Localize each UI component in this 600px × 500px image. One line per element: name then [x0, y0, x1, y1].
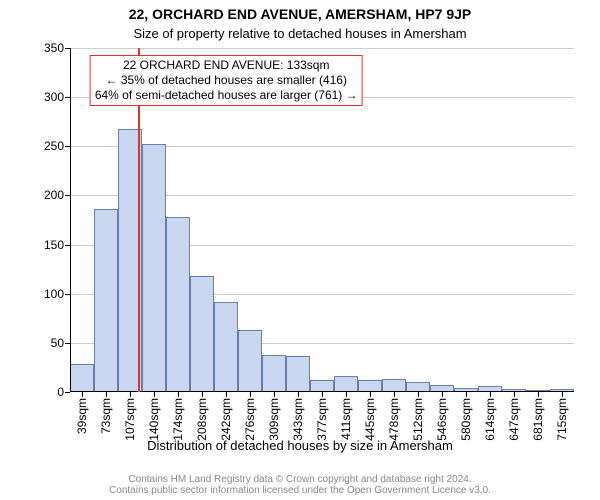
x-axis-line [70, 391, 574, 392]
x-tick-label: 107sqm [123, 398, 137, 441]
y-axis-line [70, 48, 71, 392]
x-tick-mark [466, 392, 467, 397]
x-tick-mark [298, 392, 299, 397]
x-tick-mark [202, 392, 203, 397]
histogram-plot-area: 05010015020025030035039sqm73sqm107sqm140… [70, 48, 574, 392]
x-tick-label: 39sqm [75, 398, 89, 434]
callout-line: 64% of semi-detached houses are larger (… [95, 88, 358, 103]
histogram-bar [166, 217, 190, 392]
page-title-line1: 22, ORCHARD END AVENUE, AMERSHAM, HP7 9J… [0, 6, 600, 22]
x-tick-label: 478sqm [387, 398, 401, 441]
y-tick-label: 0 [57, 385, 64, 399]
x-tick-mark [514, 392, 515, 397]
x-tick-label: 546sqm [435, 398, 449, 441]
x-tick-label: 73sqm [99, 398, 113, 434]
histogram-bar [142, 144, 166, 392]
histogram-bar [286, 356, 310, 392]
x-tick-label: 681sqm [531, 398, 545, 441]
x-tick-label: 580sqm [459, 398, 473, 441]
footer-line-1: Contains HM Land Registry data © Crown c… [0, 474, 600, 485]
x-tick-label: 445sqm [363, 398, 377, 441]
y-tick-label: 250 [44, 139, 64, 153]
x-tick-mark [346, 392, 347, 397]
x-tick-label: 208sqm [195, 398, 209, 441]
y-tick-label: 50 [51, 336, 64, 350]
x-tick-label: 343sqm [291, 398, 305, 441]
x-tick-label: 614sqm [483, 398, 497, 441]
y-tick-label: 350 [44, 41, 64, 55]
x-tick-mark [154, 392, 155, 397]
footer-attribution: Contains HM Land Registry data © Crown c… [0, 474, 600, 496]
y-tick-mark [65, 392, 70, 393]
x-tick-mark [538, 392, 539, 397]
y-tick-label: 200 [44, 188, 64, 202]
x-tick-mark [442, 392, 443, 397]
x-tick-mark [106, 392, 107, 397]
histogram-bar [334, 376, 358, 392]
histogram-bar [238, 330, 262, 392]
histogram-bar [214, 302, 238, 392]
footer-line-2: Contains public sector information licen… [0, 485, 600, 496]
callout-line: 22 ORCHARD END AVENUE: 133sqm [95, 58, 358, 73]
property-callout: 22 ORCHARD END AVENUE: 133sqm← 35% of de… [90, 55, 363, 106]
y-tick-label: 300 [44, 90, 64, 104]
x-tick-label: 309sqm [267, 398, 281, 441]
histogram-bar [190, 276, 214, 392]
x-tick-label: 174sqm [171, 398, 185, 441]
x-axis-label: Distribution of detached houses by size … [0, 438, 600, 453]
x-tick-mark [418, 392, 419, 397]
x-tick-label: 242sqm [219, 398, 233, 441]
x-tick-label: 715sqm [555, 398, 569, 441]
x-tick-label: 140sqm [147, 398, 161, 441]
histogram-bar [70, 364, 94, 392]
y-tick-label: 100 [44, 287, 64, 301]
page-title-line2: Size of property relative to detached ho… [0, 26, 600, 41]
x-tick-mark [274, 392, 275, 397]
x-tick-label: 647sqm [507, 398, 521, 441]
x-tick-mark [250, 392, 251, 397]
grid-line [70, 48, 574, 49]
x-tick-mark [82, 392, 83, 397]
x-tick-label: 276sqm [243, 398, 257, 441]
x-tick-mark [370, 392, 371, 397]
x-tick-mark [178, 392, 179, 397]
y-tick-label: 150 [44, 238, 64, 252]
x-tick-mark [490, 392, 491, 397]
x-tick-label: 377sqm [315, 398, 329, 441]
x-tick-mark [394, 392, 395, 397]
histogram-bar [262, 355, 286, 392]
x-tick-label: 512sqm [411, 398, 425, 441]
x-tick-mark [322, 392, 323, 397]
x-tick-mark [226, 392, 227, 397]
x-tick-label: 411sqm [339, 398, 353, 440]
callout-line: ← 35% of detached houses are smaller (41… [95, 73, 358, 88]
x-tick-mark [130, 392, 131, 397]
x-tick-mark [562, 392, 563, 397]
histogram-bar [94, 209, 118, 392]
